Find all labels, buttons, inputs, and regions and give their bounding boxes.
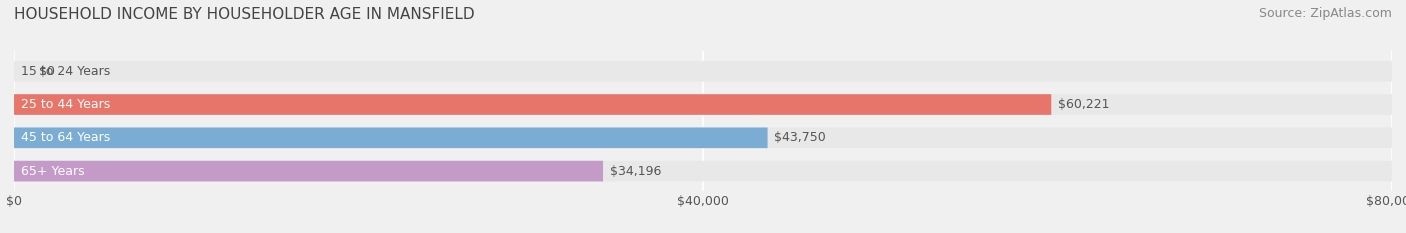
Text: 65+ Years: 65+ Years: [21, 164, 84, 178]
Text: $34,196: $34,196: [610, 164, 661, 178]
Text: Source: ZipAtlas.com: Source: ZipAtlas.com: [1258, 7, 1392, 20]
Text: 45 to 64 Years: 45 to 64 Years: [21, 131, 110, 144]
FancyBboxPatch shape: [14, 127, 1392, 148]
Text: $43,750: $43,750: [775, 131, 827, 144]
FancyBboxPatch shape: [14, 127, 768, 148]
Text: $60,221: $60,221: [1059, 98, 1109, 111]
FancyBboxPatch shape: [14, 161, 1392, 182]
FancyBboxPatch shape: [14, 94, 1392, 115]
FancyBboxPatch shape: [14, 161, 603, 182]
Text: HOUSEHOLD INCOME BY HOUSEHOLDER AGE IN MANSFIELD: HOUSEHOLD INCOME BY HOUSEHOLDER AGE IN M…: [14, 7, 475, 22]
Text: 25 to 44 Years: 25 to 44 Years: [21, 98, 110, 111]
Text: $0: $0: [39, 65, 55, 78]
FancyBboxPatch shape: [14, 94, 1052, 115]
Text: 15 to 24 Years: 15 to 24 Years: [21, 65, 110, 78]
FancyBboxPatch shape: [14, 61, 1392, 82]
